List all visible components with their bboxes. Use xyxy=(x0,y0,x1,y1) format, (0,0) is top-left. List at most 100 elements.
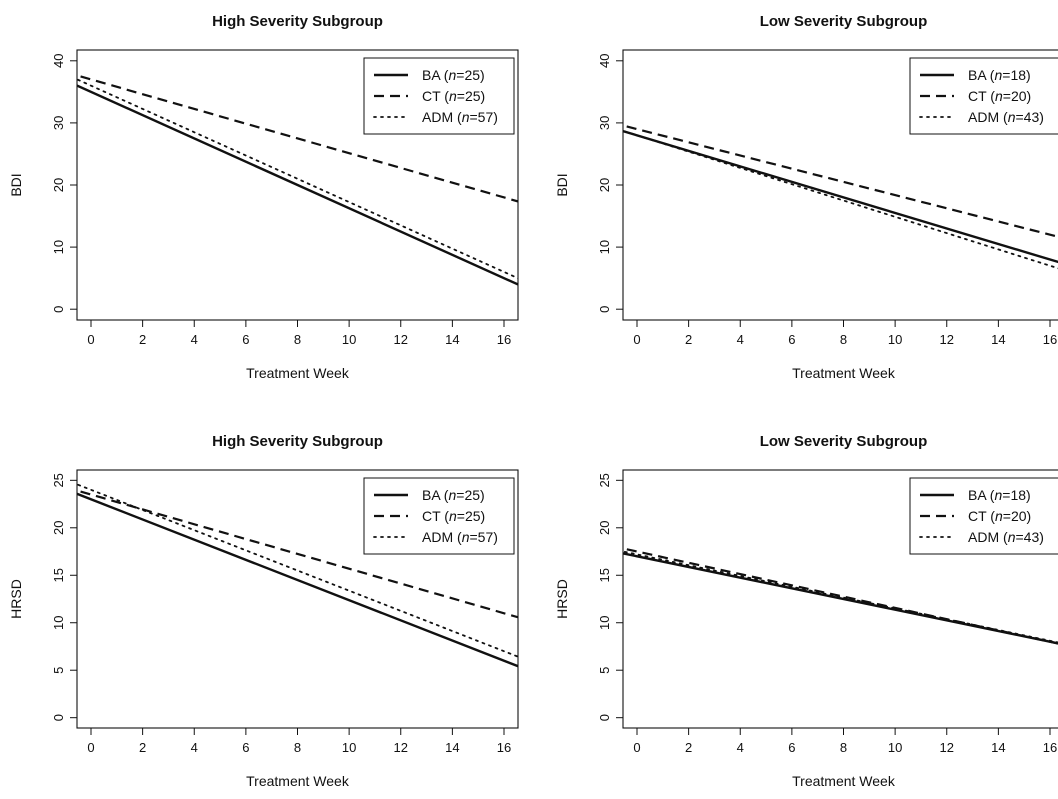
x-tick-label: 2 xyxy=(685,332,692,347)
legend-box xyxy=(909,477,1058,555)
legend-paren-open: ( xyxy=(986,88,995,104)
legend-paren-open: ( xyxy=(440,508,449,524)
series-line-ba xyxy=(623,552,1058,645)
y-tick-label: 0 xyxy=(51,714,66,721)
legend-n-symbol: n xyxy=(995,508,1003,524)
legend-entry-adm: ADM (n=43) xyxy=(968,529,1044,545)
x-tick-label: 6 xyxy=(242,332,249,347)
x-tick-label: 12 xyxy=(394,332,408,347)
chart-title: High Severity Subgroup xyxy=(212,13,383,30)
legend-n-symbol: n xyxy=(449,88,457,104)
x-tick-label: 14 xyxy=(445,332,459,347)
legend-paren-open: ( xyxy=(986,487,995,503)
x-tick-label: 0 xyxy=(633,332,640,347)
y-tick-label: 0 xyxy=(597,306,612,313)
legend-n-value: =20) xyxy=(1003,508,1031,524)
chart-panel-1: High Severity Subgroup 0 2 4 6 8 10 12 14 16 0 10 20… xyxy=(8,13,519,381)
series-line-ct xyxy=(77,489,518,619)
x-tick-label: 6 xyxy=(788,332,795,347)
legend-series-name: CT xyxy=(968,508,987,524)
legend-n-symbol: n xyxy=(448,487,456,503)
legend-n-value: =43) xyxy=(1015,109,1043,125)
x-tick-label: 10 xyxy=(342,740,356,755)
legend-entry-adm: ADM (n=57) xyxy=(422,109,498,125)
legend-entry-ct: CT (n=25) xyxy=(422,88,485,104)
x-tick-label: 16 xyxy=(497,740,511,755)
chart-panel-3: High Severity Subgroup 0 2 4 6 8 10 12 14 16 0 5 10 1… xyxy=(8,433,519,789)
legend-n-symbol: n xyxy=(1008,529,1016,545)
legend-n-value: =25) xyxy=(456,487,484,503)
x-tick-label: 2 xyxy=(685,740,692,755)
y-tick-label: 10 xyxy=(597,616,612,630)
series-line-adm xyxy=(623,129,1058,270)
series-line-ct xyxy=(623,124,1058,238)
y-axis-label: BDI xyxy=(8,173,24,196)
legend-box xyxy=(363,477,515,555)
legend-paren-open: ( xyxy=(440,67,449,83)
y-tick-label: 15 xyxy=(597,568,612,582)
x-tick-label: 6 xyxy=(788,740,795,755)
x-axis-label: Treatment Week xyxy=(792,365,896,381)
legend-n-value: =43) xyxy=(1015,529,1043,545)
legend-n-symbol: n xyxy=(462,109,470,125)
y-axis-label: BDI xyxy=(554,173,570,196)
x-tick-label: 10 xyxy=(888,740,902,755)
y-tick-label: 20 xyxy=(597,521,612,535)
legend-series-name: BA xyxy=(422,487,441,503)
x-tick-label: 16 xyxy=(1043,740,1057,755)
legend-box xyxy=(363,57,515,135)
legend-n-value: =25) xyxy=(457,508,485,524)
y-axis-label: HRSD xyxy=(554,579,570,619)
x-axis-label: Treatment Week xyxy=(792,773,896,789)
legend-series-name: BA xyxy=(422,67,441,83)
x-tick-label: 0 xyxy=(633,740,640,755)
y-tick-label: 0 xyxy=(597,714,612,721)
legend-entry-ba: BA (n=18) xyxy=(968,67,1031,83)
x-tick-label: 12 xyxy=(940,332,954,347)
chart-panel-2: Low Severity Subgroup 0 2 4 6 8 10 12 14 16 0 10 20 3… xyxy=(554,13,1058,381)
legend-n-symbol: n xyxy=(449,508,457,524)
series-line-adm xyxy=(77,78,518,280)
y-tick-label: 5 xyxy=(51,667,66,674)
legend-paren-open: ( xyxy=(999,529,1008,545)
x-tick-label: 8 xyxy=(294,332,301,347)
y-tick-label: 25 xyxy=(597,473,612,487)
chart-title: High Severity Subgroup xyxy=(212,433,383,450)
y-tick-label: 10 xyxy=(597,240,612,254)
legend-series-name: CT xyxy=(422,508,441,524)
x-tick-label: 10 xyxy=(342,332,356,347)
x-tick-label: 16 xyxy=(1043,332,1057,347)
legend-series-name: ADM xyxy=(422,529,453,545)
series-line-adm xyxy=(77,483,518,658)
legend: BA (n=25)CT (n=25)ADM (n=57) xyxy=(363,477,515,555)
y-tick-label: 10 xyxy=(51,240,66,254)
x-tick-label: 4 xyxy=(737,740,744,755)
x-axis-label: Treatment Week xyxy=(246,365,350,381)
legend-n-symbol: n xyxy=(462,529,470,545)
legend-entry-ba: BA (n=25) xyxy=(422,67,485,83)
legend-entry-ct: CT (n=25) xyxy=(422,508,485,524)
series-line-adm xyxy=(623,550,1058,644)
chart-title: Low Severity Subgroup xyxy=(760,433,928,450)
series-line-ba xyxy=(77,492,518,668)
y-axis-label: HRSD xyxy=(8,579,24,619)
y-tick-label: 25 xyxy=(51,473,66,487)
x-tick-label: 16 xyxy=(497,332,511,347)
legend-entry-adm: ADM (n=43) xyxy=(968,109,1044,125)
legend-series-name: CT xyxy=(422,88,441,104)
legend-n-value: =18) xyxy=(1002,67,1030,83)
legend: BA (n=18)CT (n=20)ADM (n=43) xyxy=(909,57,1058,135)
x-tick-label: 2 xyxy=(139,332,146,347)
legend-n-value: =57) xyxy=(469,529,497,545)
x-tick-label: 14 xyxy=(991,332,1005,347)
x-tick-label: 14 xyxy=(445,740,459,755)
legend-series-name: BA xyxy=(968,67,987,83)
y-tick-label: 40 xyxy=(597,54,612,68)
chart-title: Low Severity Subgroup xyxy=(760,13,928,30)
legend-entry-ba: BA (n=18) xyxy=(968,487,1031,503)
y-tick-label: 20 xyxy=(597,178,612,192)
y-tick-label: 10 xyxy=(51,616,66,630)
legend-entry-ct: CT (n=20) xyxy=(968,508,1031,524)
